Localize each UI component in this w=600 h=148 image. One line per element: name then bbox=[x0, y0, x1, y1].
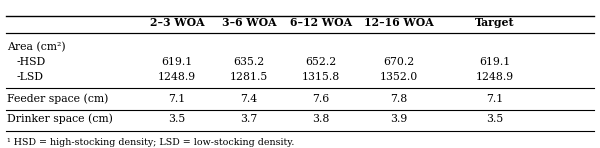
Text: 1352.0: 1352.0 bbox=[380, 72, 418, 82]
Text: 619.1: 619.1 bbox=[161, 57, 193, 67]
Text: 3.9: 3.9 bbox=[391, 114, 407, 124]
Text: 635.2: 635.2 bbox=[233, 57, 265, 67]
Text: 7.1: 7.1 bbox=[169, 94, 185, 104]
Text: ¹ HSD = high-stocking density; LSD = low-stocking density.: ¹ HSD = high-stocking density; LSD = low… bbox=[7, 138, 295, 147]
Text: 7.6: 7.6 bbox=[313, 94, 329, 104]
Text: 7.1: 7.1 bbox=[487, 94, 503, 104]
Text: 3.5: 3.5 bbox=[169, 114, 185, 124]
Text: 652.2: 652.2 bbox=[305, 57, 337, 67]
Text: 1315.8: 1315.8 bbox=[302, 72, 340, 82]
Text: Target: Target bbox=[475, 17, 515, 28]
Text: 3.5: 3.5 bbox=[487, 114, 503, 124]
Text: 6–12 WOA: 6–12 WOA bbox=[290, 17, 352, 28]
Text: Drinker space (cm): Drinker space (cm) bbox=[7, 114, 113, 124]
Text: 3.8: 3.8 bbox=[313, 114, 329, 124]
Text: -LSD: -LSD bbox=[17, 72, 44, 82]
Text: 2–3 WOA: 2–3 WOA bbox=[149, 17, 205, 28]
Text: 1281.5: 1281.5 bbox=[230, 72, 268, 82]
Text: 12–16 WOA: 12–16 WOA bbox=[364, 17, 434, 28]
Text: Feeder space (cm): Feeder space (cm) bbox=[7, 94, 109, 104]
Text: 1248.9: 1248.9 bbox=[476, 72, 514, 82]
Text: 7.4: 7.4 bbox=[241, 94, 257, 104]
Text: 1248.9: 1248.9 bbox=[158, 72, 196, 82]
Text: 670.2: 670.2 bbox=[383, 57, 415, 67]
Text: 3–6 WOA: 3–6 WOA bbox=[221, 17, 277, 28]
Text: 7.8: 7.8 bbox=[391, 94, 407, 104]
Text: 3.7: 3.7 bbox=[241, 114, 257, 124]
Text: -HSD: -HSD bbox=[17, 57, 46, 67]
Text: Area (cm²): Area (cm²) bbox=[7, 42, 66, 53]
Text: 619.1: 619.1 bbox=[479, 57, 511, 67]
